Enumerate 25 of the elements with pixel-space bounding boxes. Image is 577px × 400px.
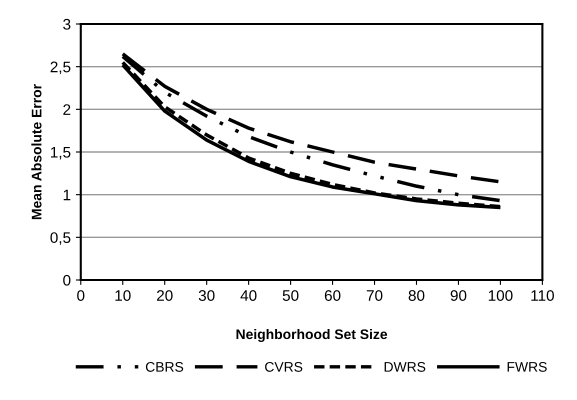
x-tick-label: 30 [198,290,215,301]
y-tick-label: 1 [64,190,70,200]
x-tick-label: 110 [531,290,554,301]
x-tick-label: 50 [282,290,298,301]
x-tick-label: 60 [324,290,340,301]
y-axis-title: Mean Absolute Error [31,84,42,220]
y-tick-label: 0,5 [50,232,70,245]
y-tick-label: 1,5 [50,147,70,160]
x-axis-title: Neighborhood Set Size [236,328,388,342]
y-tick-label: 0 [63,274,70,286]
x-tick-label: 70 [366,290,382,301]
y-tick-label: 2,5 [50,62,70,74]
y-tick-label: 3 [63,18,70,30]
legend-label: CVRS [265,362,302,372]
legend-label: CBRS [146,362,184,372]
y-tick-label: 2 [63,104,70,115]
x-tick-label: 0 [77,290,84,301]
x-tick-label: 10 [115,290,131,301]
x-tick-label: 40 [240,290,257,301]
x-tick-label: 100 [488,290,513,301]
x-tick-label: 90 [450,290,466,301]
x-tick-label: 80 [408,290,424,301]
legend-label: FWRS [508,362,547,372]
x-tick-label: 20 [156,290,173,301]
legend-label: DWRS [384,362,426,372]
